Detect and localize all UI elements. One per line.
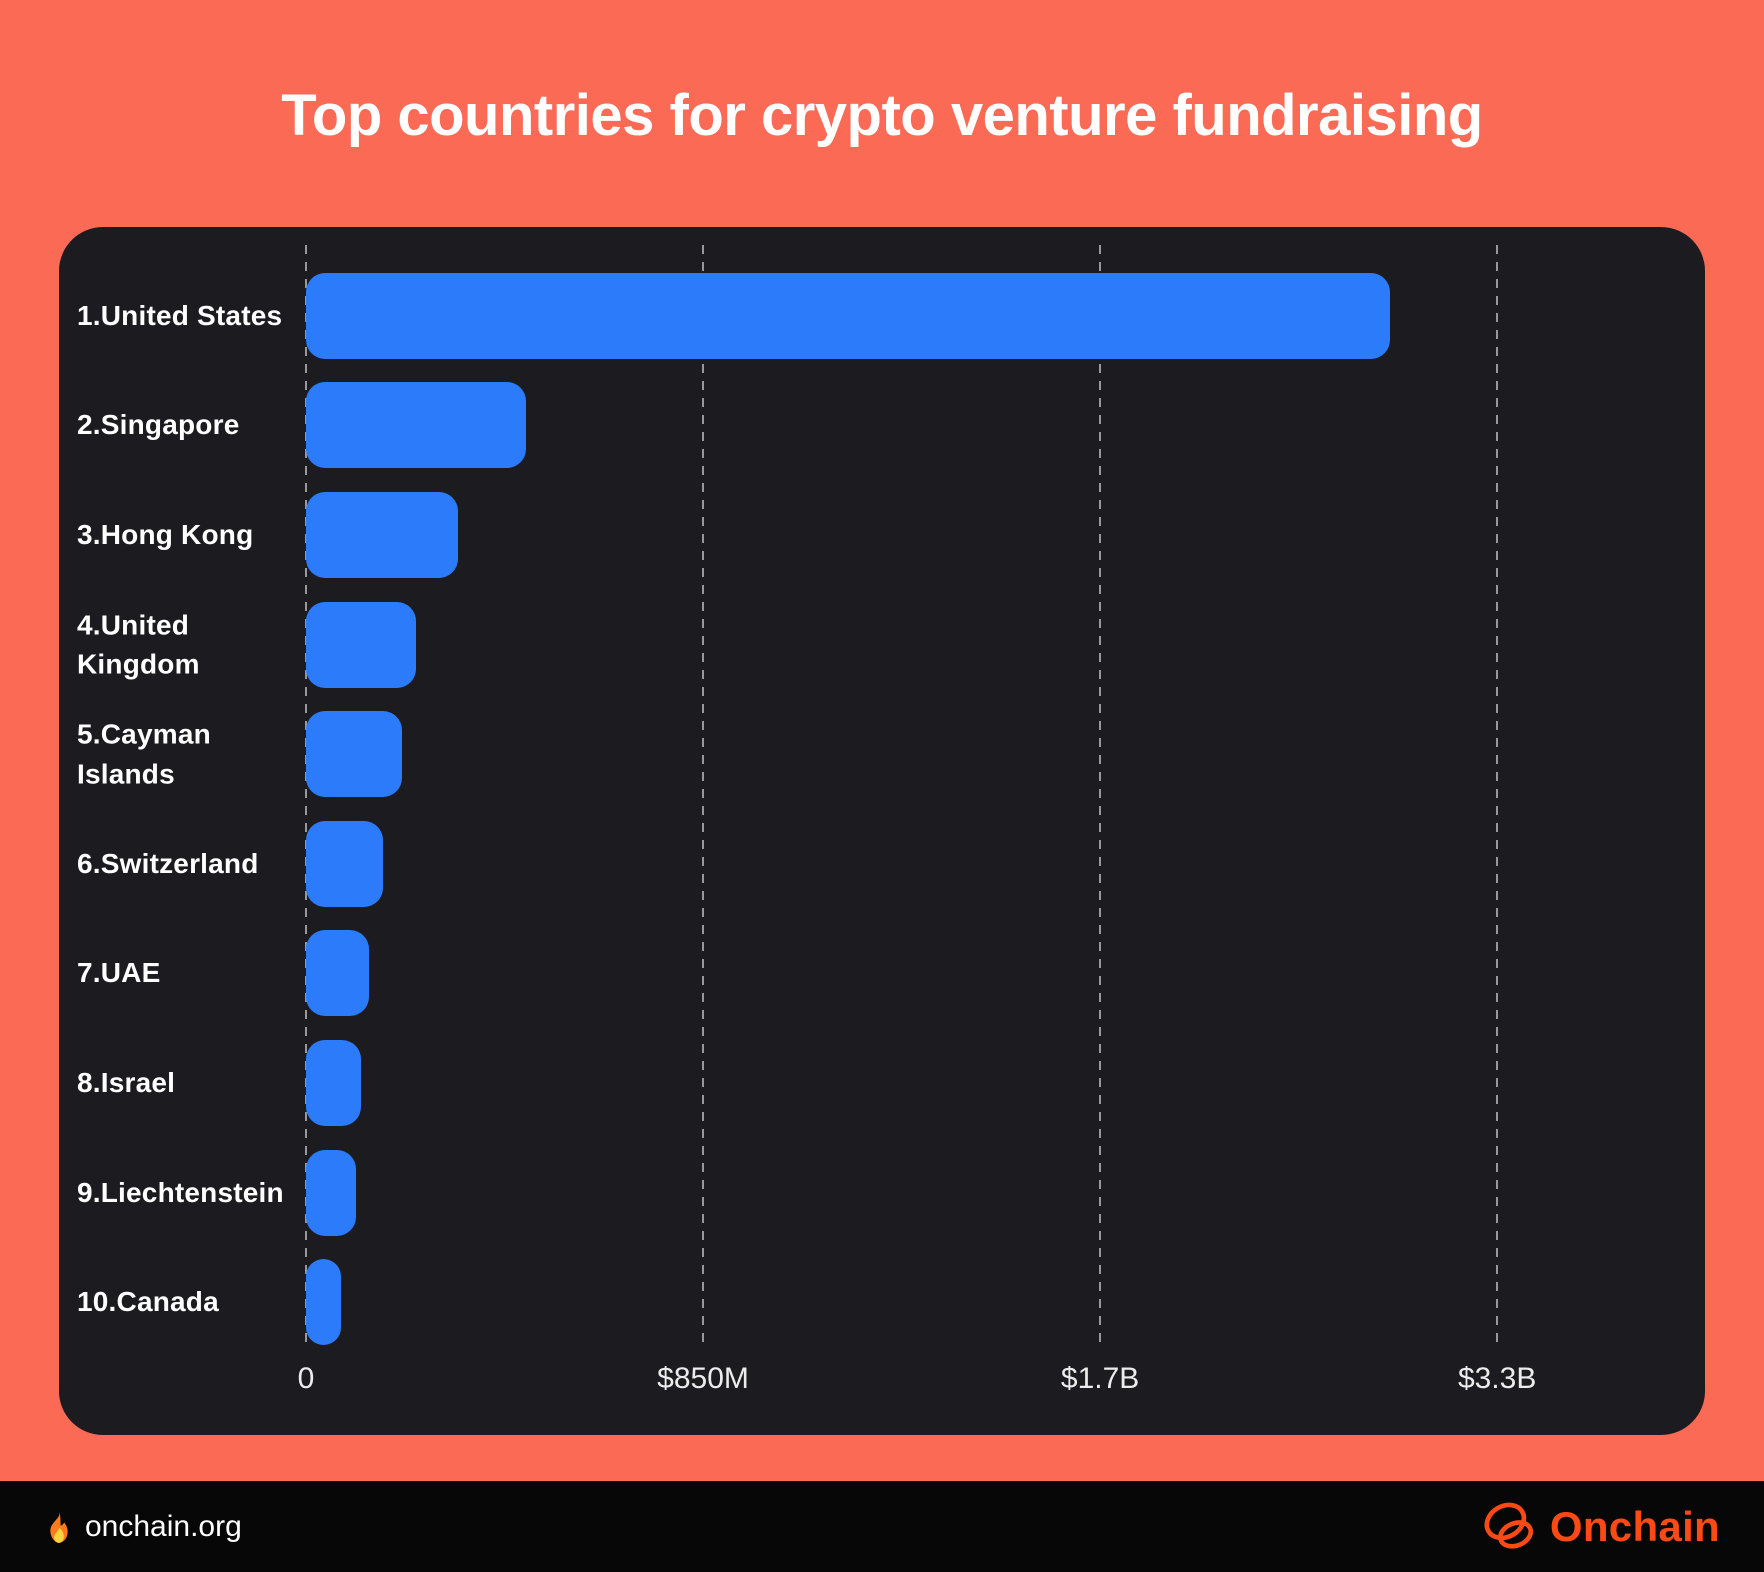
bar (306, 1149, 356, 1236)
footer-site: onchain.org (46, 1509, 242, 1545)
category-label-line: 7.UAE (77, 957, 161, 989)
category-label-line: 9.Liechtenstein (77, 1176, 284, 1208)
bar (306, 930, 370, 1017)
onchain-logo[interactable]: Onchain (1482, 1501, 1720, 1553)
x-axis-tick-label: $1.7B (1060, 1362, 1140, 1395)
bar-row: 5.Cayman Islands (77, 699, 1698, 809)
bar (306, 1039, 362, 1126)
onchain-logo-text: Onchain (1549, 1502, 1720, 1550)
category-label-line: Islands (77, 758, 175, 790)
bar-chart: 1.United States 2.Singapore 3.Hong Kong 4.U… (77, 261, 1698, 1357)
category-label: 7.UAE (77, 953, 302, 993)
category-label: 10.Canada (77, 1282, 302, 1322)
x-axis-tick-label: $850M (657, 1362, 749, 1395)
bar-row: 3.Hong Kong (77, 480, 1698, 590)
bar (306, 711, 402, 798)
bar-row: 10.Canada (77, 1247, 1698, 1357)
page-title: Top countries for crypto venture fundrai… (281, 83, 1483, 148)
category-label-line: 2.Singapore (77, 409, 240, 441)
bar (306, 382, 526, 469)
category-label: 1.United States (77, 296, 302, 336)
bar-row: 6.Switzerland (77, 809, 1698, 919)
bar-row: 7.UAE (77, 919, 1698, 1029)
category-label: 8.Israel (77, 1063, 302, 1103)
category-label-line: 8.Israel (77, 1067, 176, 1099)
onchain-logo-icon (1484, 1502, 1533, 1549)
flame-icon (50, 1509, 68, 1543)
site-link[interactable]: onchain.org (85, 1509, 242, 1543)
bar-row: 1.United States (77, 261, 1698, 371)
bar (306, 601, 416, 688)
bar (306, 491, 458, 578)
chart-panel: 0 $850M $1.7B $3.3B 1.United States 2.Singap… (59, 227, 1705, 1435)
category-label: 4.United Kingdom (77, 605, 302, 685)
category-label-line: 4.United (77, 608, 190, 640)
bar-row: 8.Israel (77, 1028, 1698, 1138)
category-label: 2.Singapore (77, 406, 302, 446)
category-label: 9.Liechtenstein (77, 1173, 302, 1213)
bar-row: 4.United Kingdom (77, 590, 1698, 700)
category-label-line: 6.Switzerland (77, 847, 259, 879)
category-label: 3.Hong Kong (77, 515, 302, 555)
category-label: 6.Switzerland (77, 844, 302, 884)
footer-bar: onchain.org Onchain (0, 1481, 1764, 1572)
bar (306, 272, 1390, 359)
bar-row: 2.Singapore (77, 371, 1698, 481)
category-label: 5.Cayman Islands (77, 714, 302, 794)
x-axis-tick-label: $3.3B (1457, 1362, 1537, 1395)
bar (306, 820, 384, 907)
category-label-line: 3.Hong Kong (77, 519, 254, 551)
category-label-line: 5.Cayman (77, 718, 211, 750)
category-label-line: 10.Canada (77, 1286, 219, 1318)
bar-row: 9.Liechtenstein (77, 1138, 1698, 1248)
category-label-line: Kingdom (77, 648, 200, 680)
bar (306, 1259, 341, 1346)
category-label-line: 1.United States (77, 299, 283, 331)
x-axis-tick-label: 0 (297, 1362, 315, 1395)
